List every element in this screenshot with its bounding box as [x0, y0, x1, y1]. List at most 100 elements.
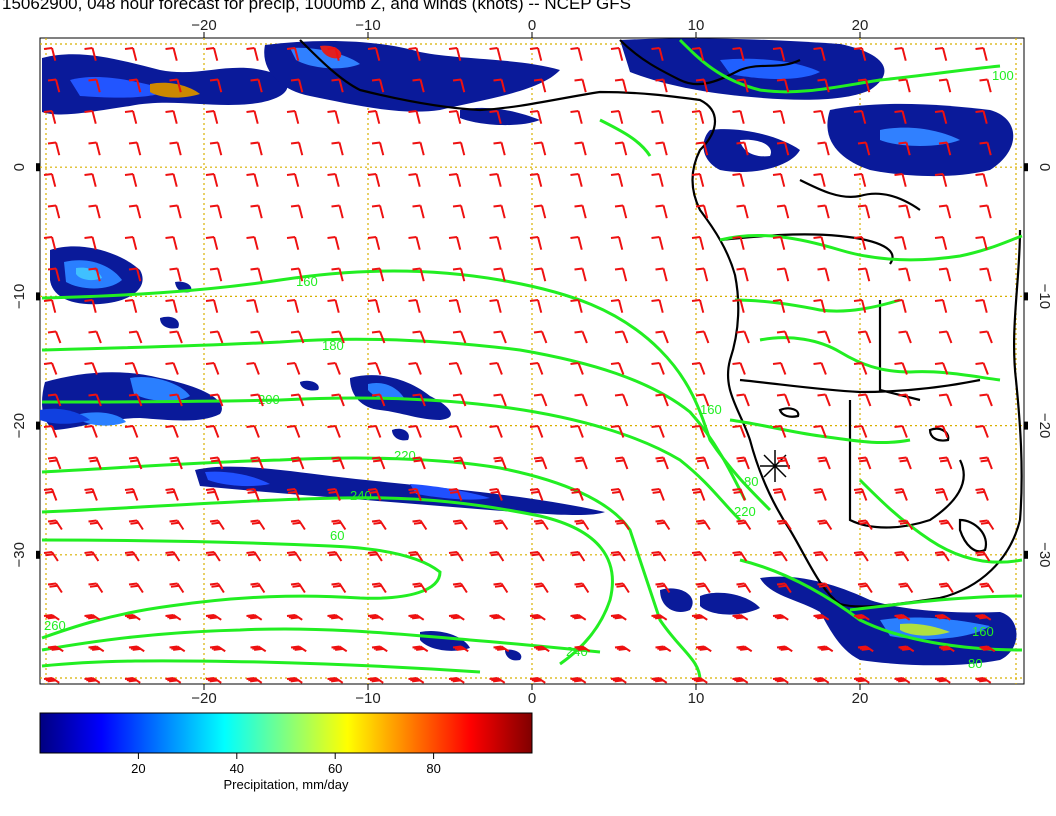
wind-barb [894, 425, 908, 438]
wind-barb [857, 78, 871, 93]
wind-barb [331, 456, 345, 470]
wind-barb [772, 47, 786, 61]
wind-barb [574, 330, 588, 344]
wind-barb [124, 47, 138, 61]
wind-barb [695, 393, 710, 407]
wind-barb [43, 488, 58, 501]
wind-barb [290, 267, 304, 282]
wind-barb [331, 204, 344, 219]
wind-barb [817, 519, 833, 531]
wind-barb [529, 362, 544, 375]
wind-barb [610, 488, 625, 501]
wind-barb [448, 614, 465, 621]
contour-label: 220 [734, 504, 756, 519]
wind-barb [610, 425, 625, 438]
wind-barb [286, 173, 300, 187]
wind-barb [371, 204, 385, 219]
wind-barb [448, 677, 465, 684]
wind-barb [570, 488, 584, 501]
wind-barb [975, 173, 988, 187]
wind-barb [898, 645, 915, 653]
wind-barb [938, 645, 955, 653]
wind-barb [205, 236, 219, 250]
wind-barb [655, 393, 669, 407]
wind-barb [448, 488, 463, 501]
lon-label-bottom: −20 [191, 690, 216, 707]
wind-barb [529, 299, 543, 313]
wind-barb [47, 645, 64, 653]
wind-barb [128, 141, 142, 156]
lat-tick-left [36, 550, 40, 559]
wind-barb [772, 614, 789, 621]
wind-barb [327, 677, 344, 684]
wind-barb [853, 47, 867, 61]
contour-label: 100 [992, 68, 1014, 83]
wind-barb [817, 645, 834, 653]
wind-barb [813, 551, 829, 562]
wind-barb [128, 393, 143, 407]
wind-barb [124, 425, 139, 438]
wind-barb [975, 299, 988, 313]
contour-240 [41, 496, 614, 666]
wind-barb [732, 362, 746, 375]
wind-barb [853, 677, 870, 684]
wind-barb [169, 330, 183, 344]
wind-barb [934, 614, 951, 621]
wind-barb [975, 236, 988, 250]
wind-barb [493, 645, 510, 653]
wind-barb [898, 519, 914, 531]
wind-barb [209, 456, 224, 470]
lon-label-bottom: 10 [688, 690, 705, 707]
wind-barb [533, 519, 549, 531]
wind-barb [205, 47, 219, 61]
wind-barb [88, 645, 105, 653]
wind-barb [574, 456, 588, 470]
lon-label-top: 0 [528, 17, 536, 34]
wind-barb [88, 141, 101, 156]
wind-barb [408, 236, 421, 250]
wind-barb [493, 330, 507, 344]
wind-barb [655, 519, 671, 531]
wind-barb [529, 614, 546, 621]
wind-barb [610, 173, 624, 187]
wind-barb [898, 204, 911, 219]
wind-barb [412, 456, 426, 470]
wind-barb [246, 110, 259, 124]
wind-barb [813, 299, 826, 313]
wind-barb [691, 425, 706, 438]
wind-barb [452, 330, 467, 344]
wind-barb [128, 78, 142, 93]
wind-barb [857, 582, 873, 594]
wind-barb [695, 78, 709, 93]
lon-label-bottom: 20 [852, 690, 869, 707]
wind-barb [772, 299, 786, 313]
wind-barb [857, 141, 871, 156]
wind-barb [691, 362, 706, 375]
wind-barb [448, 110, 462, 124]
wind-barb [47, 204, 61, 219]
wind-barb [169, 456, 183, 470]
wind-barb [975, 425, 989, 438]
wind-barb [975, 362, 989, 375]
wind-barb [489, 425, 503, 438]
wind-barb [489, 173, 502, 187]
wind-barb [691, 47, 705, 61]
wind-barb [655, 78, 668, 93]
wind-barb [655, 582, 671, 594]
lat-tick-right [1024, 163, 1028, 172]
wind-barb [165, 299, 178, 313]
wind-barb [84, 551, 100, 562]
contour-label: 220 [394, 448, 416, 463]
wind-barb [452, 393, 467, 407]
wind-barb [529, 236, 543, 250]
wind-barb [412, 78, 425, 93]
wind-barb [84, 425, 98, 438]
wind-barb [776, 78, 790, 93]
wind-barb [452, 267, 466, 282]
wind-barb [165, 173, 178, 187]
wind-barb [894, 173, 907, 187]
contour-africa-2 [719, 233, 1023, 262]
wind-barb [124, 110, 138, 124]
wind-barb [84, 488, 98, 501]
wind-barb [938, 330, 953, 344]
